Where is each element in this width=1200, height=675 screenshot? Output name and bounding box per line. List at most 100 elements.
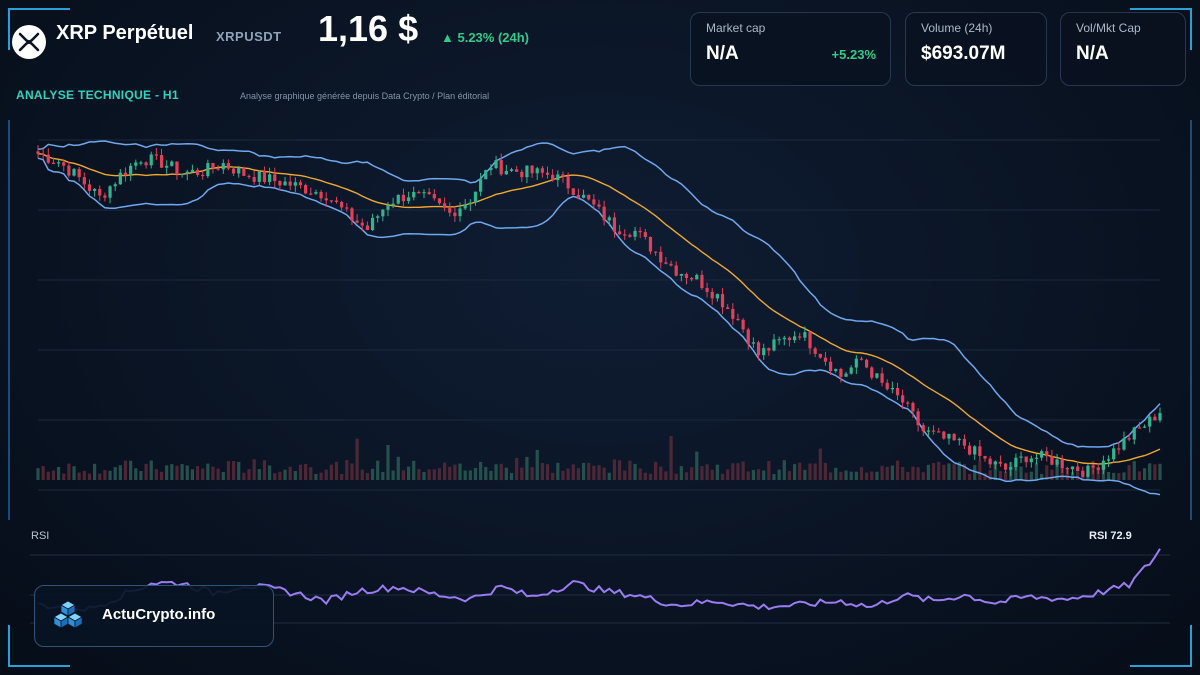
- candle-body: [792, 336, 797, 341]
- volume-bar: [1019, 466, 1023, 480]
- price-change-24h: ▲ 5.23% (24h): [441, 30, 530, 45]
- cube-stack-icon: [53, 600, 83, 629]
- candle-body: [417, 191, 421, 194]
- candle-body: [993, 461, 997, 465]
- candle-body: [504, 170, 508, 175]
- candle-body: [51, 162, 56, 164]
- volume-bar: [458, 463, 462, 480]
- volume-bar: [911, 466, 915, 480]
- volume-bar: [175, 465, 179, 480]
- candle-body: [762, 348, 766, 356]
- candle-body: [983, 455, 987, 459]
- volume-bar: [46, 471, 50, 480]
- candle-body: [916, 411, 920, 426]
- volume-bar: [247, 469, 251, 480]
- volume-bar: [926, 464, 930, 480]
- candle-body: [309, 193, 313, 195]
- candle-body: [870, 367, 874, 378]
- candle-body: [865, 359, 869, 368]
- candle-body: [648, 236, 653, 252]
- volume-bar: [684, 472, 689, 480]
- candle-body: [93, 188, 97, 191]
- candle-body: [525, 165, 529, 178]
- stat-delta: +5.23%: [831, 47, 876, 62]
- candle-body: [242, 167, 246, 176]
- frame-edge-left: [8, 120, 10, 520]
- volume-bar: [535, 449, 539, 480]
- candle-body: [931, 430, 936, 432]
- candle-body: [406, 197, 411, 202]
- candle-body: [957, 438, 961, 441]
- candle-body: [834, 368, 838, 372]
- rsi-label: RSI: [31, 530, 50, 542]
- candle-body: [901, 395, 905, 403]
- candle-body: [607, 217, 611, 221]
- candle-body: [556, 174, 560, 181]
- candle-body: [674, 265, 678, 276]
- candle-body: [489, 167, 493, 171]
- stat-card-vol-mkt-cap: Vol/Mkt Cap N/A: [1060, 12, 1186, 86]
- candle-body: [592, 199, 596, 205]
- volume-bar: [695, 451, 699, 480]
- candle-body: [540, 168, 544, 173]
- candle-body: [720, 294, 725, 308]
- volume-bar: [473, 467, 478, 480]
- candle-body: [1106, 459, 1111, 461]
- volume-bar: [978, 460, 982, 480]
- candle-body: [381, 209, 385, 217]
- brand-badge[interactable]: ActuCrypto.info: [34, 585, 274, 647]
- volume-bar: [540, 462, 544, 480]
- volume-bar: [36, 468, 40, 480]
- candle-body: [921, 425, 925, 432]
- candle-body: [669, 263, 673, 266]
- volume-bar: [396, 456, 400, 480]
- volume-bar: [190, 469, 195, 480]
- candle-body: [211, 163, 215, 169]
- volume-bar: [149, 460, 153, 480]
- candle-body: [144, 162, 148, 166]
- volume-bar: [1112, 472, 1116, 480]
- volume-bar: [87, 473, 92, 480]
- volume-bar: [304, 463, 308, 480]
- volume-bar: [803, 469, 807, 480]
- volume-bar: [82, 470, 86, 480]
- volume-bar: [998, 471, 1003, 480]
- candle-body: [298, 182, 303, 186]
- candle-body: [973, 446, 977, 455]
- candle-body: [386, 205, 390, 210]
- volume-bar: [216, 468, 220, 480]
- volume-bar: [690, 467, 694, 480]
- candle-body: [926, 430, 930, 432]
- candle-body: [226, 163, 231, 169]
- volume-bar: [422, 471, 426, 480]
- candle-body: [314, 192, 318, 194]
- volume-bar: [792, 464, 797, 480]
- candle-body: [134, 162, 138, 166]
- candle-body: [545, 172, 550, 175]
- candle-body: [1040, 451, 1044, 458]
- volume-bar: [293, 470, 297, 480]
- candle-body: [67, 165, 71, 176]
- stat-card-market-cap: Market cap N/A +5.23%: [690, 12, 891, 86]
- volume-bar: [967, 473, 972, 480]
- candle-body: [463, 204, 467, 209]
- volume-bar: [983, 473, 987, 480]
- volume-bar: [360, 469, 364, 480]
- volume-bar: [376, 460, 380, 480]
- volume-bar: [607, 472, 611, 480]
- asset-ticker: XRPUSDT: [216, 29, 282, 44]
- volume-bar: [1034, 462, 1039, 480]
- candle-body: [376, 216, 380, 218]
- candle-body: [1076, 466, 1080, 472]
- candle-body: [715, 294, 719, 299]
- candle-body: [911, 402, 915, 412]
- volume-bar: [257, 469, 261, 480]
- volume-bar: [1132, 461, 1136, 480]
- candle-body: [854, 358, 858, 368]
- candle-body: [1117, 448, 1121, 450]
- volume-bar: [530, 467, 534, 480]
- volume-bar: [72, 466, 76, 480]
- candle-body: [1029, 458, 1033, 463]
- candle-body: [962, 438, 967, 446]
